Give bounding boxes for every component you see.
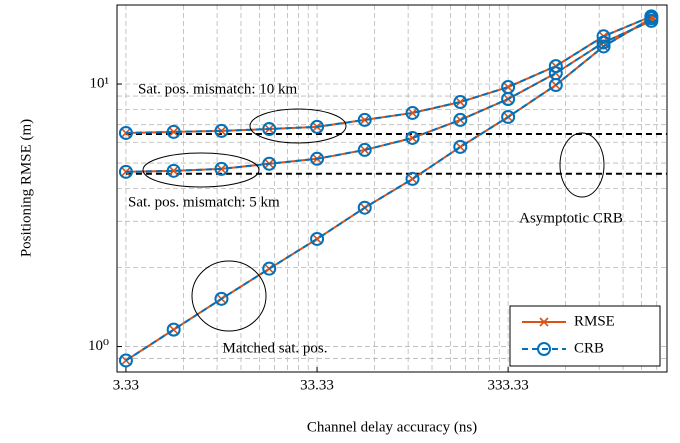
marker-circle [262, 156, 277, 171]
annotation: Sat. pos. mismatch: 5 km [128, 194, 280, 210]
marker-circle [357, 142, 372, 157]
marker-x [169, 127, 179, 137]
marker-circle [166, 322, 181, 337]
y-tick-label: 10⁰ [88, 338, 109, 354]
marker-x [169, 166, 179, 176]
marker-circle [644, 11, 659, 26]
legend: RMSE CRB [509, 305, 661, 367]
marker-circle [357, 112, 372, 127]
marker-x [407, 108, 418, 118]
marker-circle [548, 59, 563, 74]
marker-x [360, 115, 370, 125]
axes-frame [116, 4, 668, 373]
legend-box [509, 305, 661, 367]
legend-marker-circle [537, 342, 551, 356]
annotation: Sat. pos. mismatch: 10 km [138, 81, 297, 97]
legend-label: CRB [574, 340, 604, 356]
y-axis-label: Positioning RMSE (m) [18, 119, 34, 257]
annotation-ellipse [142, 152, 260, 188]
marker-circle [405, 171, 420, 186]
series-line [125, 19, 652, 173]
series-line [125, 17, 652, 362]
y-tick-label: 10¹ [90, 75, 110, 91]
marker-circle [548, 78, 563, 93]
series-line [125, 15, 652, 134]
grid: 3.33 33.33 333.33 10⁰ 10¹ [88, 5, 667, 393]
marker-circle [214, 123, 229, 138]
marker-circle [214, 161, 229, 176]
marker-circle [501, 109, 516, 124]
marker-circle [166, 163, 181, 178]
marker-x [407, 133, 418, 143]
marker-circle [262, 122, 277, 137]
legend-marker [539, 317, 549, 327]
annotation: Matched sat. pos. [223, 340, 328, 356]
marker-circle [310, 231, 325, 246]
marker-x [503, 82, 513, 92]
marker-circle [118, 353, 133, 368]
marker-circle [501, 91, 516, 106]
marker-circle [118, 125, 133, 140]
x-tick-label: 3.33 [113, 377, 139, 393]
marker-circle [405, 105, 420, 120]
marker-circle [357, 200, 372, 215]
legend-label: RMSE [574, 313, 615, 329]
legend-marker-x [539, 317, 549, 327]
marker-circle [262, 261, 277, 276]
x-axis-label: Channel delay accuracy (ns) [307, 419, 477, 435]
marker-circle [166, 124, 181, 139]
marker-x [121, 167, 131, 177]
marker-circle [453, 112, 468, 127]
marker-x [121, 128, 131, 138]
marker-x [455, 97, 465, 107]
marker-circle [453, 139, 468, 154]
annotation-ellipse [249, 108, 347, 144]
marker-circle [214, 291, 229, 306]
marker-circle [405, 130, 420, 145]
marker-circle [596, 35, 611, 50]
legend-marker [537, 342, 551, 356]
x-tick-label: 33.33 [300, 377, 334, 393]
marker-circle [310, 151, 325, 166]
x-tick-label: 333.33 [487, 377, 528, 393]
annotation-ellipse [559, 132, 605, 198]
annotation-ellipse [191, 260, 267, 332]
marker-circle [596, 39, 611, 54]
marker-circle [118, 164, 133, 179]
marker-circle [453, 95, 468, 110]
annotation: Asymptotic CRB [519, 210, 623, 226]
marker-circle [310, 119, 325, 134]
